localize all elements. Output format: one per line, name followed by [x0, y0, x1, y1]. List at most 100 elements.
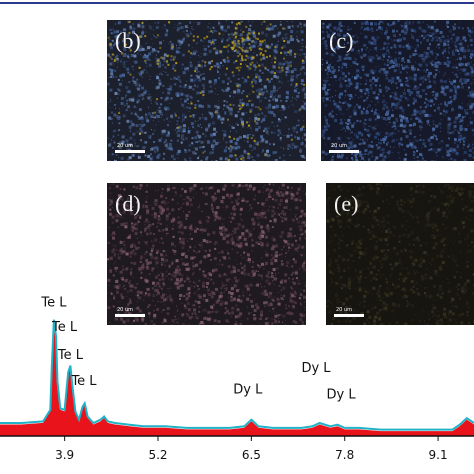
micrograph-speck — [328, 114, 331, 117]
micrograph-speck — [416, 160, 420, 161]
micrograph-speck — [468, 91, 471, 94]
micrograph-speck — [276, 298, 280, 301]
micrograph-speck — [138, 108, 142, 112]
micrograph-speck — [188, 143, 192, 147]
micrograph-speck — [264, 235, 268, 239]
micrograph-speck — [435, 137, 437, 139]
micrograph-speck — [199, 228, 202, 231]
micrograph-speck — [321, 64, 323, 65]
micrograph-accent-speck — [295, 83, 298, 86]
micrograph-speck — [452, 84, 456, 88]
micrograph-speck — [170, 277, 172, 279]
micrograph-speck — [109, 208, 112, 211]
micrograph-speck — [172, 249, 174, 252]
micrograph-speck — [123, 188, 126, 191]
micrograph-accent-speck — [107, 36, 110, 39]
micrograph-speck — [361, 48, 363, 51]
micrograph-speck — [194, 22, 196, 23]
micrograph-speck — [177, 284, 180, 288]
micrograph-speck — [354, 188, 356, 190]
micrograph-speck — [253, 79, 255, 81]
micrograph-speck — [139, 261, 142, 263]
micrograph-speck — [187, 44, 190, 47]
micrograph-speck — [443, 157, 445, 159]
micrograph-speck — [285, 100, 288, 102]
micrograph-speck — [347, 25, 349, 27]
micrograph-speck — [240, 254, 242, 256]
micrograph-speck — [380, 139, 382, 142]
micrograph-speck — [145, 279, 149, 283]
micrograph-speck — [166, 235, 168, 236]
micrograph-speck — [117, 117, 121, 120]
micrograph-speck — [153, 215, 157, 219]
micrograph-speck — [174, 272, 178, 276]
micrograph-speck — [213, 29, 216, 32]
micrograph-speck — [399, 146, 400, 148]
micrograph-speck — [202, 155, 204, 157]
micrograph-accent-speck — [238, 105, 241, 107]
micrograph-speck — [403, 116, 407, 120]
micrograph-speck — [375, 104, 377, 106]
micrograph-speck — [347, 53, 350, 56]
micrograph-speck — [423, 159, 427, 161]
micrograph-speck — [466, 62, 470, 66]
micrograph-speck — [263, 289, 267, 293]
micrograph-accent-speck — [287, 51, 290, 54]
micrograph-speck — [387, 28, 388, 30]
micrograph-speck — [375, 70, 377, 72]
micrograph-speck — [140, 277, 142, 279]
micrograph-speck — [430, 148, 433, 151]
micrograph-speck — [112, 28, 115, 31]
micrograph-speck — [466, 89, 468, 91]
micrograph-speck — [371, 29, 373, 31]
micrograph-speck — [367, 107, 368, 109]
micrograph-speck — [201, 116, 204, 119]
micrograph-accent-speck — [259, 53, 262, 56]
micrograph-speck — [162, 200, 166, 204]
micrograph-accent-speck — [196, 35, 199, 38]
micrograph-speck — [145, 31, 146, 33]
micrograph-speck — [134, 50, 136, 52]
micrograph-speck — [382, 138, 386, 141]
micrograph-speck — [180, 208, 182, 210]
micrograph-speck — [445, 215, 449, 219]
micrograph-speck — [249, 144, 253, 148]
micrograph-speck — [352, 40, 355, 43]
micrograph-speck — [303, 23, 306, 27]
micrograph-speck — [304, 138, 306, 141]
micrograph-speck — [382, 59, 384, 61]
micrograph-speck — [395, 98, 397, 100]
micrograph-speck — [181, 322, 185, 325]
micrograph-speck — [369, 59, 373, 63]
micrograph-speck — [194, 152, 197, 155]
micrograph-speck — [260, 95, 262, 97]
micrograph-speck — [126, 142, 129, 145]
micrograph-speck — [398, 98, 402, 102]
micrograph-speck — [422, 109, 426, 113]
micrograph-speck — [257, 264, 259, 267]
micrograph-speck — [278, 31, 282, 35]
micrograph-speck — [181, 188, 184, 191]
micrograph-speck — [459, 124, 463, 128]
micrograph-speck — [159, 241, 161, 243]
micrograph-speck — [267, 154, 271, 158]
micrograph-speck — [348, 95, 350, 97]
micrograph-speck — [333, 75, 337, 79]
micrograph-speck — [190, 151, 192, 153]
micrograph-speck — [363, 99, 366, 102]
micrograph-speck — [271, 205, 273, 207]
micrograph-speck — [237, 122, 238, 124]
micrograph-speck — [363, 250, 367, 254]
micrograph-speck — [274, 318, 276, 320]
micrograph-speck — [261, 22, 263, 24]
micrograph-speck — [446, 150, 450, 154]
micrograph-speck — [301, 61, 305, 64]
micrograph-speck — [382, 68, 386, 71]
micrograph-speck — [364, 35, 368, 39]
micrograph-speck — [398, 51, 402, 55]
micrograph-speck — [376, 57, 379, 60]
micrograph-speck — [196, 227, 199, 230]
micrograph-speck — [201, 113, 203, 115]
micrograph-speck — [189, 21, 191, 24]
micrograph-speck — [347, 137, 350, 140]
